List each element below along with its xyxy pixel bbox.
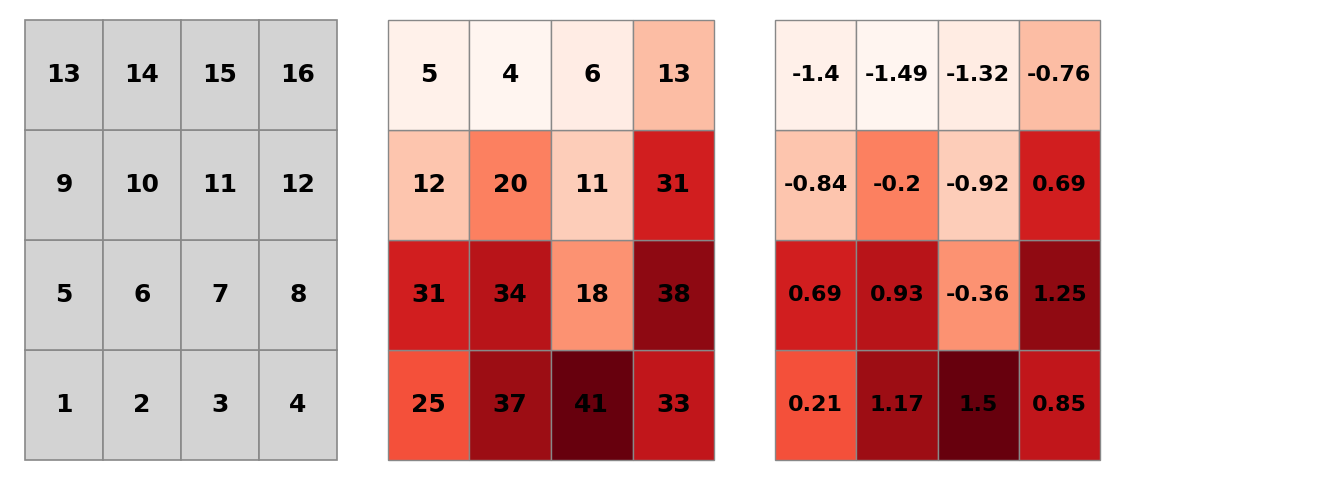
Bar — [633, 350, 714, 460]
Text: 12: 12 — [411, 173, 446, 197]
Bar — [103, 240, 181, 350]
Bar — [633, 240, 714, 350]
Text: 4: 4 — [289, 393, 306, 417]
Bar — [633, 20, 714, 130]
Text: -1.32: -1.32 — [946, 65, 1011, 85]
Bar — [938, 240, 1019, 350]
Bar — [938, 130, 1019, 240]
Bar — [181, 20, 259, 130]
Text: 0.85: 0.85 — [1032, 395, 1087, 415]
Bar — [856, 240, 938, 350]
Bar — [856, 20, 938, 130]
Bar — [259, 130, 337, 240]
Text: 5: 5 — [55, 283, 73, 307]
Bar — [259, 240, 337, 350]
Bar — [775, 20, 856, 130]
Bar — [103, 130, 181, 240]
Bar — [633, 130, 714, 240]
Bar — [469, 350, 551, 460]
Text: 0.69: 0.69 — [788, 285, 843, 305]
Text: 1.25: 1.25 — [1032, 285, 1087, 305]
Text: 3: 3 — [211, 393, 228, 417]
Bar — [1019, 350, 1099, 460]
Text: 5: 5 — [421, 63, 437, 87]
Bar — [775, 240, 856, 350]
Text: -1.4: -1.4 — [792, 65, 840, 85]
Bar — [1019, 20, 1099, 130]
Text: 41: 41 — [574, 393, 609, 417]
Text: 37: 37 — [493, 393, 528, 417]
Bar — [259, 20, 337, 130]
Bar — [181, 350, 259, 460]
Text: 2: 2 — [133, 393, 151, 417]
Text: 7: 7 — [211, 283, 228, 307]
Text: 0.93: 0.93 — [870, 285, 925, 305]
Text: 33: 33 — [656, 393, 691, 417]
Text: 0.69: 0.69 — [1032, 175, 1087, 195]
Bar — [181, 240, 259, 350]
Bar — [551, 350, 633, 460]
Bar — [388, 240, 469, 350]
Bar — [259, 350, 337, 460]
Bar — [388, 20, 469, 130]
Text: 11: 11 — [574, 173, 609, 197]
Text: 16: 16 — [281, 63, 316, 87]
Bar — [775, 130, 856, 240]
Text: 13: 13 — [47, 63, 82, 87]
Text: 4: 4 — [501, 63, 519, 87]
Text: 15: 15 — [203, 63, 238, 87]
Bar — [26, 20, 103, 130]
Text: 31: 31 — [656, 173, 691, 197]
Bar — [181, 130, 259, 240]
Text: 13: 13 — [656, 63, 691, 87]
Text: 6: 6 — [133, 283, 151, 307]
Text: 8: 8 — [289, 283, 306, 307]
Bar — [388, 130, 469, 240]
Text: -0.92: -0.92 — [946, 175, 1011, 195]
Bar — [938, 20, 1019, 130]
Bar — [551, 240, 633, 350]
Bar — [1019, 240, 1099, 350]
Text: -1.49: -1.49 — [866, 65, 929, 85]
Text: -0.2: -0.2 — [872, 175, 921, 195]
Text: 6: 6 — [583, 63, 601, 87]
Bar — [551, 130, 633, 240]
Bar — [469, 240, 551, 350]
Bar — [775, 350, 856, 460]
Text: 1.5: 1.5 — [958, 395, 997, 415]
Bar — [856, 130, 938, 240]
Text: 11: 11 — [203, 173, 238, 197]
Text: 10: 10 — [125, 173, 160, 197]
Text: 1: 1 — [55, 393, 73, 417]
Bar — [103, 20, 181, 130]
Text: 9: 9 — [55, 173, 73, 197]
Text: 20: 20 — [493, 173, 528, 197]
Text: 34: 34 — [493, 283, 528, 307]
Bar — [26, 350, 103, 460]
Bar — [469, 20, 551, 130]
Bar — [938, 350, 1019, 460]
Bar — [103, 350, 181, 460]
Text: 1.17: 1.17 — [870, 395, 925, 415]
Bar — [26, 240, 103, 350]
Text: 25: 25 — [411, 393, 446, 417]
Text: 31: 31 — [411, 283, 446, 307]
Text: 0.21: 0.21 — [788, 395, 843, 415]
Bar — [26, 130, 103, 240]
Bar — [469, 130, 551, 240]
Text: 14: 14 — [125, 63, 160, 87]
Bar — [551, 20, 633, 130]
Bar — [1019, 130, 1099, 240]
Text: 18: 18 — [574, 283, 609, 307]
Text: 38: 38 — [656, 283, 691, 307]
Text: -0.76: -0.76 — [1027, 65, 1091, 85]
Text: -0.36: -0.36 — [946, 285, 1011, 305]
Bar — [388, 350, 469, 460]
Text: 12: 12 — [281, 173, 316, 197]
Text: -0.84: -0.84 — [784, 175, 848, 195]
Bar — [856, 350, 938, 460]
